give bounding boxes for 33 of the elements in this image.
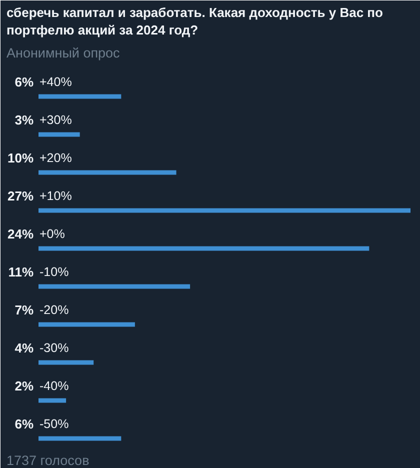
bar bbox=[38, 208, 410, 213]
y-tick-label: -50% bbox=[40, 417, 69, 431]
data-label: 24% bbox=[7, 226, 34, 242]
y-tick-label: -20% bbox=[40, 303, 69, 317]
y-tick-label: -10% bbox=[40, 265, 69, 279]
data-label: 6% bbox=[14, 416, 34, 432]
chart-subtitle: Анонимный опрос bbox=[6, 46, 120, 60]
y-tick-label: -30% bbox=[40, 341, 69, 355]
bar bbox=[38, 132, 80, 137]
chart-title: сберечь капитал и заработать. Какая доходность у Вас по портфелю акций за 2024 год? bbox=[6, 5, 384, 38]
data-label: 2% bbox=[14, 378, 34, 394]
y-tick-label: -40% bbox=[40, 379, 69, 393]
bar bbox=[38, 246, 370, 251]
data-label: 27% bbox=[7, 188, 34, 204]
data-label: 7% bbox=[14, 302, 34, 318]
y-tick-label: +30% bbox=[40, 113, 72, 127]
y-tick-label: +20% bbox=[40, 151, 72, 165]
bar bbox=[38, 170, 176, 175]
bar bbox=[38, 322, 135, 327]
bar bbox=[38, 398, 66, 403]
y-tick-label: +40% bbox=[40, 75, 72, 89]
data-label: 3% bbox=[14, 112, 34, 128]
data-label: 11% bbox=[8, 264, 34, 280]
y-tick-label: +10% bbox=[40, 189, 72, 203]
y-tick-label: +0% bbox=[40, 227, 65, 241]
data-label: 4% bbox=[14, 340, 34, 356]
bar bbox=[38, 436, 122, 441]
data-label: 10% bbox=[7, 150, 34, 166]
bar bbox=[38, 360, 94, 365]
bar bbox=[38, 284, 190, 289]
bar bbox=[38, 94, 122, 99]
text: 1737 голосов bbox=[6, 453, 90, 468]
data-label: 6% bbox=[14, 74, 34, 90]
